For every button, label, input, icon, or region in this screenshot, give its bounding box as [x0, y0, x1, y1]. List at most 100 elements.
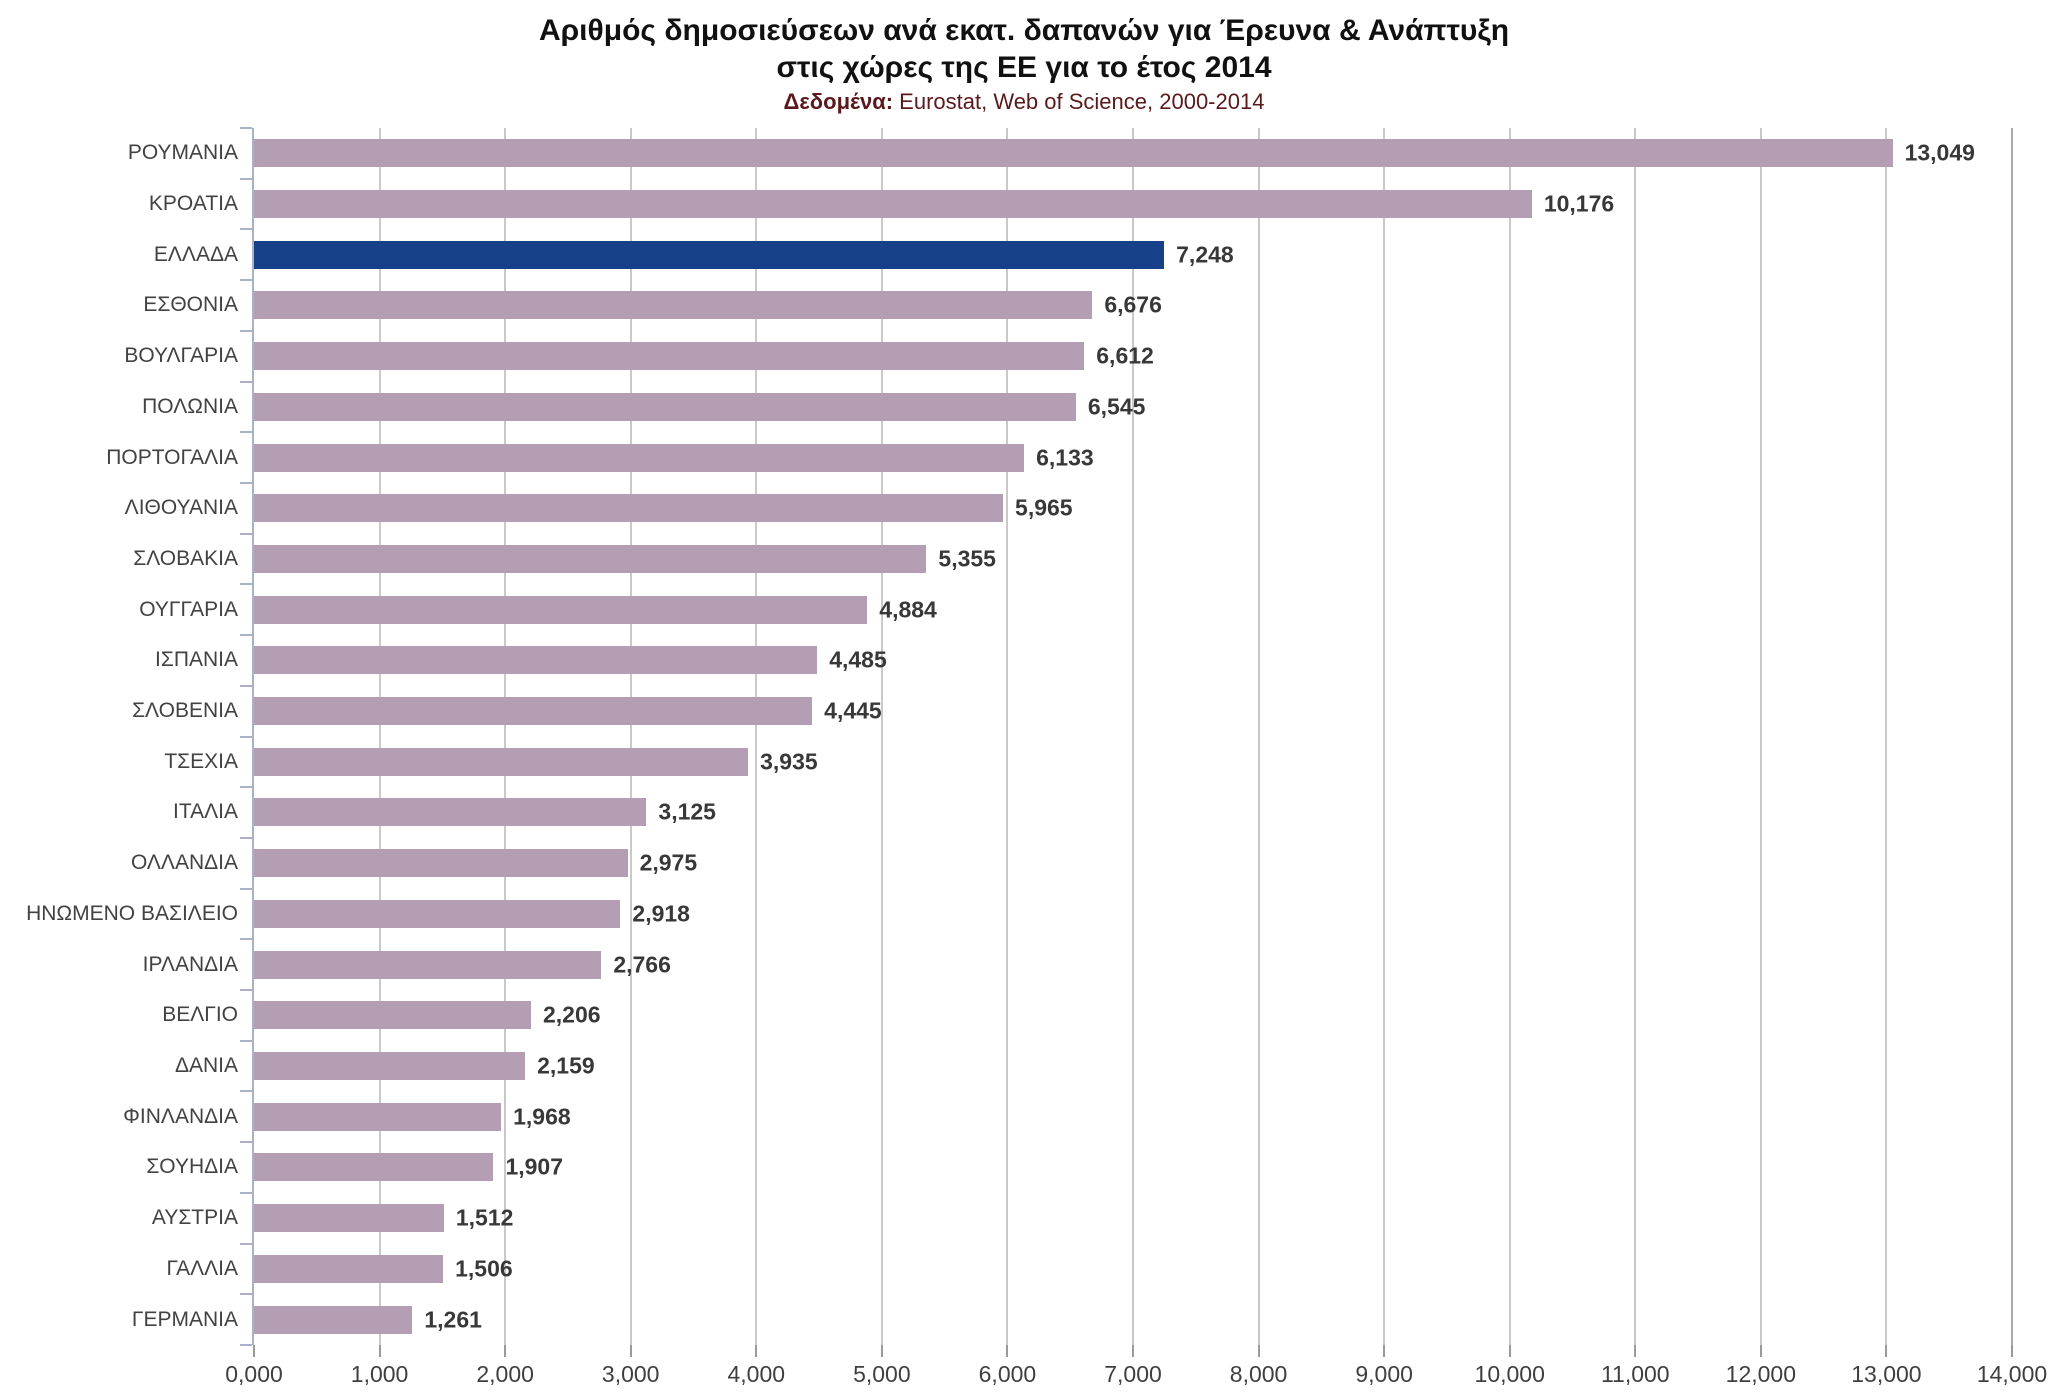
gridline-x-5,000 [880, 128, 883, 1345]
y-axis-tick [240, 1344, 252, 1346]
chart-title-line1: Αριθμός δημοσιεύσεων ανά εκατ. δαπανών γ… [538, 14, 1510, 47]
y-axis-tick [240, 177, 252, 180]
x-axis-tick [1006, 1345, 1009, 1357]
y-axis-tick [240, 735, 252, 738]
x-axis-tick [1132, 1345, 1134, 1357]
value-label: 3,935 [760, 748, 818, 775]
gridline-x-4,000 [755, 128, 758, 1345]
bar-ΣΟΥΗΔΙΑ [254, 1153, 494, 1182]
category-label: ΡΟΥΜΑΝΙΑ [127, 141, 238, 165]
gridline-x-14,000 [2011, 128, 2013, 1345]
category-label: ΠΟΛΩΝΙΑ [142, 394, 238, 418]
value-label: 2,918 [632, 900, 690, 927]
category-label: ΔΑΝΙΑ [174, 1054, 238, 1077]
bar-ΟΥΓΓΑΡΙΑ [254, 595, 868, 624]
bar-ΑΥΣΤΡΙΑ [254, 1204, 444, 1233]
value-label: 1,512 [455, 1204, 514, 1231]
y-axis-tick [240, 431, 252, 434]
chart-row-ΕΣΘΟΝΙΑ: ΕΣΘΟΝΙΑ 6,676 [143, 280, 2012, 331]
gridline-x-2,000 [504, 128, 507, 1345]
category-label: ΕΛΛΑΔΑ [153, 242, 238, 266]
y-axis-tick [240, 279, 252, 282]
value-label: 4,884 [879, 596, 937, 623]
category-label: ΚΡΟΑΤΙΑ [148, 192, 238, 216]
bar-chart-plot-area: ΡΟΥΜΑΝΙΑ 13,049 ΚΡΟΑΤΙΑ 10,176 ΕΛΛΑΔΑ 7,248 ΕΣ… [26, 127, 2047, 1387]
gridline-x-10,000 [1508, 128, 1511, 1345]
x-axis-tick [2011, 1345, 2013, 1357]
chart-row-ΛΙΘΟΥΑΝΙΑ: ΛΙΘΟΥΑΝΙΑ 5,965 [125, 483, 2012, 534]
chart-row-ΓΑΛΛΙΑ: ΓΑΛΛΙΑ 1,506 [166, 1243, 2012, 1294]
x-axis-tick-label: 7,000 [1104, 1361, 1162, 1387]
x-axis-tick [1759, 1345, 1762, 1357]
category-label: ΦΙΝΛΑΝΔΙΑ [123, 1104, 238, 1128]
y-axis-tick [240, 938, 252, 941]
y-axis-tick [240, 481, 252, 484]
category-label: ΤΣΕΧΙΑ [164, 749, 238, 773]
chart-row-ΠΟΛΩΝΙΑ: ΠΟΛΩΝΙΑ 6,545 [142, 382, 2012, 433]
category-label: ΟΛΛΑΝΔΙΑ [130, 851, 238, 875]
chart-row-ΙΤΑΛΙΑ: ΙΤΑΛΙΑ 3,125 [173, 787, 2012, 838]
y-axis-tick [240, 532, 252, 535]
y-axis-tick [240, 329, 252, 332]
x-axis-tick [880, 1345, 883, 1357]
chart-row-ΔΑΝΙΑ: ΔΑΝΙΑ 2,159 [175, 1041, 2012, 1092]
x-axis-tick-label: 4,000 [727, 1361, 786, 1387]
chart-row-ΕΛΛΑΔΑ: ΕΛΛΑΔΑ 7,248 [154, 229, 2012, 280]
x-axis-tick-label: 9,000 [1355, 1361, 1413, 1387]
chart-row-ΒΟΥΛΓΑΡΙΑ: ΒΟΥΛΓΑΡΙΑ 6,612 [124, 331, 2012, 382]
value-label: 2,206 [543, 1001, 601, 1028]
chart-row-ΚΡΟΑΤΙΑ: ΚΡΟΑΤΙΑ 10,176 [149, 179, 2012, 230]
chart-row-ΦΙΝΛΑΝΔΙΑ: ΦΙΝΛΑΝΔΙΑ 1,968 [123, 1091, 2012, 1142]
bar-ΒΟΥΛΓΑΡΙΑ [254, 342, 1085, 371]
y-axis-tick [240, 836, 252, 839]
gridline-x-3,000 [629, 128, 632, 1345]
x-axis-tick-label: 14,000 [1976, 1361, 2048, 1387]
x-axis-tick-label: 0,000 [225, 1361, 283, 1387]
y-axis-tick [240, 380, 252, 383]
bar-ΓΕΡΜΑΝΙΑ [254, 1305, 413, 1334]
value-label: 2,766 [613, 951, 671, 978]
value-label: 1,907 [505, 1153, 564, 1180]
bar-ΙΤΑΛΙΑ [254, 798, 647, 827]
y-axis-tick [240, 1090, 252, 1093]
value-label: 5,355 [938, 545, 996, 572]
x-axis-tick [253, 1345, 255, 1357]
bar-highlighted-ΕΛΛΑΔΑ [254, 240, 1165, 269]
x-axis-tick [1383, 1345, 1386, 1357]
y-axis-tick [240, 228, 252, 231]
x-axis-tick-label: 13,000 [1851, 1361, 1922, 1387]
bar-ΙΣΠΑΝΙΑ [254, 646, 818, 675]
x-axis-tick-label: 8,000 [1229, 1361, 1288, 1387]
category-label: ΒΕΛΓΙΟ [162, 1003, 238, 1027]
y-axis-tick [240, 684, 252, 687]
category-label: ΓΑΛΛΙΑ [166, 1256, 238, 1280]
x-axis-tick-label: 3,000 [601, 1361, 660, 1387]
chart-row-ΙΡΛΑΝΔΙΑ: ΙΡΛΑΝΔΙΑ 2,766 [143, 939, 2012, 990]
chart-row-ΟΥΓΓΑΡΙΑ: ΟΥΓΓΑΡΙΑ 4,884 [139, 584, 2012, 635]
gridline-x-9,000 [1383, 128, 1386, 1345]
bar-ΒΕΛΓΙΟ [254, 1001, 531, 1030]
category-label: ΕΣΘΟΝΙΑ [143, 293, 238, 317]
category-label: ΣΛΟΒΕΝΙΑ [132, 699, 238, 723]
x-axis-tick [378, 1345, 381, 1357]
category-label: ΟΥΓΓΑΡΙΑ [139, 597, 238, 621]
chart-row-ΓΕΡΜΑΝΙΑ: ΓΕΡΜΑΝΙΑ 1,261 [132, 1294, 2012, 1345]
x-axis-tick-label: 11,000 [1600, 1361, 1670, 1387]
value-label: 6,612 [1096, 342, 1154, 369]
bar-ΟΛΛΑΝΔΙΑ [254, 849, 628, 878]
chart-title-line2: στις χώρες της ΕΕ για το έτος 2014 [776, 51, 1272, 84]
value-label: 6,676 [1104, 291, 1162, 318]
value-label: 1,506 [455, 1255, 513, 1282]
bar-ΚΡΟΑΤΙΑ [254, 190, 1532, 219]
value-label: 1,968 [513, 1103, 571, 1130]
x-axis-tick [504, 1345, 507, 1357]
x-axis-tick [1885, 1345, 1888, 1357]
value-label: 3,125 [658, 798, 716, 825]
bar-ΕΣΘΟΝΙΑ [254, 291, 1093, 320]
x-axis-tick [1257, 1345, 1260, 1357]
value-label: 6,133 [1036, 444, 1094, 471]
gridline-x-8,000 [1257, 128, 1260, 1345]
y-axis-tick [240, 1141, 252, 1144]
chart-row-ΒΕΛΓΙΟ: ΒΕΛΓΙΟ 2,206 [162, 990, 2012, 1041]
